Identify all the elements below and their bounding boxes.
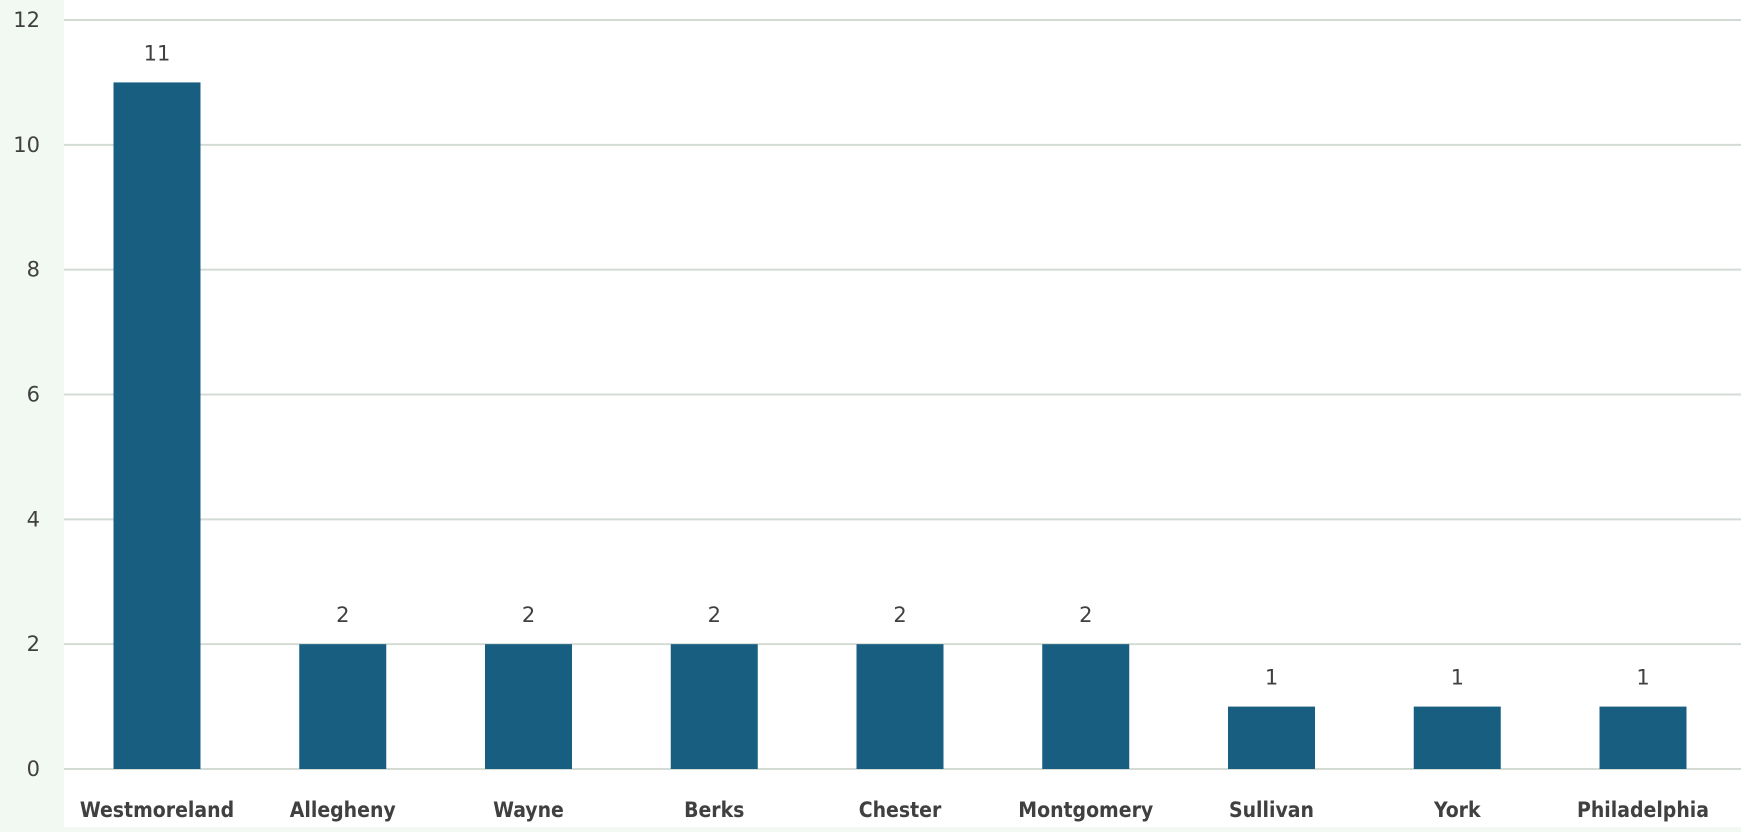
data-labels: 112 2 2 2 21 1 1: [144, 41, 1650, 689]
data-label: 1: [1636, 666, 1649, 690]
data-label: 2: [336, 603, 349, 627]
bars: [113, 82, 1687, 769]
data-label: 2: [708, 603, 721, 627]
bar: [485, 644, 572, 769]
category-label: Berks: [684, 798, 744, 822]
y-tick-label: 2: [27, 632, 40, 656]
category-label: Philadelphia: [1577, 798, 1709, 822]
category-label: Chester: [859, 798, 942, 822]
category-label: Sullivan: [1229, 798, 1314, 822]
y-tick-label: 6: [27, 383, 40, 407]
y-tick-label: 4: [27, 507, 40, 531]
category-label: York: [1433, 798, 1481, 822]
bar: [1413, 706, 1501, 769]
category-label: Allegheny: [290, 798, 396, 822]
data-label: 1: [1451, 666, 1464, 690]
y-tick-label: 10: [13, 133, 40, 157]
category-label: Montgomery: [1018, 798, 1153, 822]
y-tick-label: 8: [27, 258, 40, 282]
bar: [113, 82, 201, 769]
data-label: 2: [1079, 603, 1092, 627]
bar: [1599, 706, 1687, 769]
category-label: Westmoreland: [80, 798, 234, 822]
bar: [1042, 644, 1130, 769]
x-axis-categories: Westmoreland Allegheny Wayne Berks Chester Mo…: [80, 798, 1709, 822]
y-tick-label: 12: [13, 8, 40, 32]
category-label: Wayne: [493, 798, 564, 822]
data-label: 1: [1265, 666, 1278, 690]
bar: [670, 644, 758, 769]
data-label: 2: [522, 603, 535, 627]
data-label: 11: [144, 41, 171, 65]
data-label: 2: [893, 603, 906, 627]
bar: [1228, 706, 1315, 769]
bar: [856, 644, 944, 769]
y-tick-label: 0: [27, 757, 40, 781]
y-axis-ticks: 0 2 4 6 8 10 12: [13, 8, 40, 781]
bar: [299, 644, 387, 769]
